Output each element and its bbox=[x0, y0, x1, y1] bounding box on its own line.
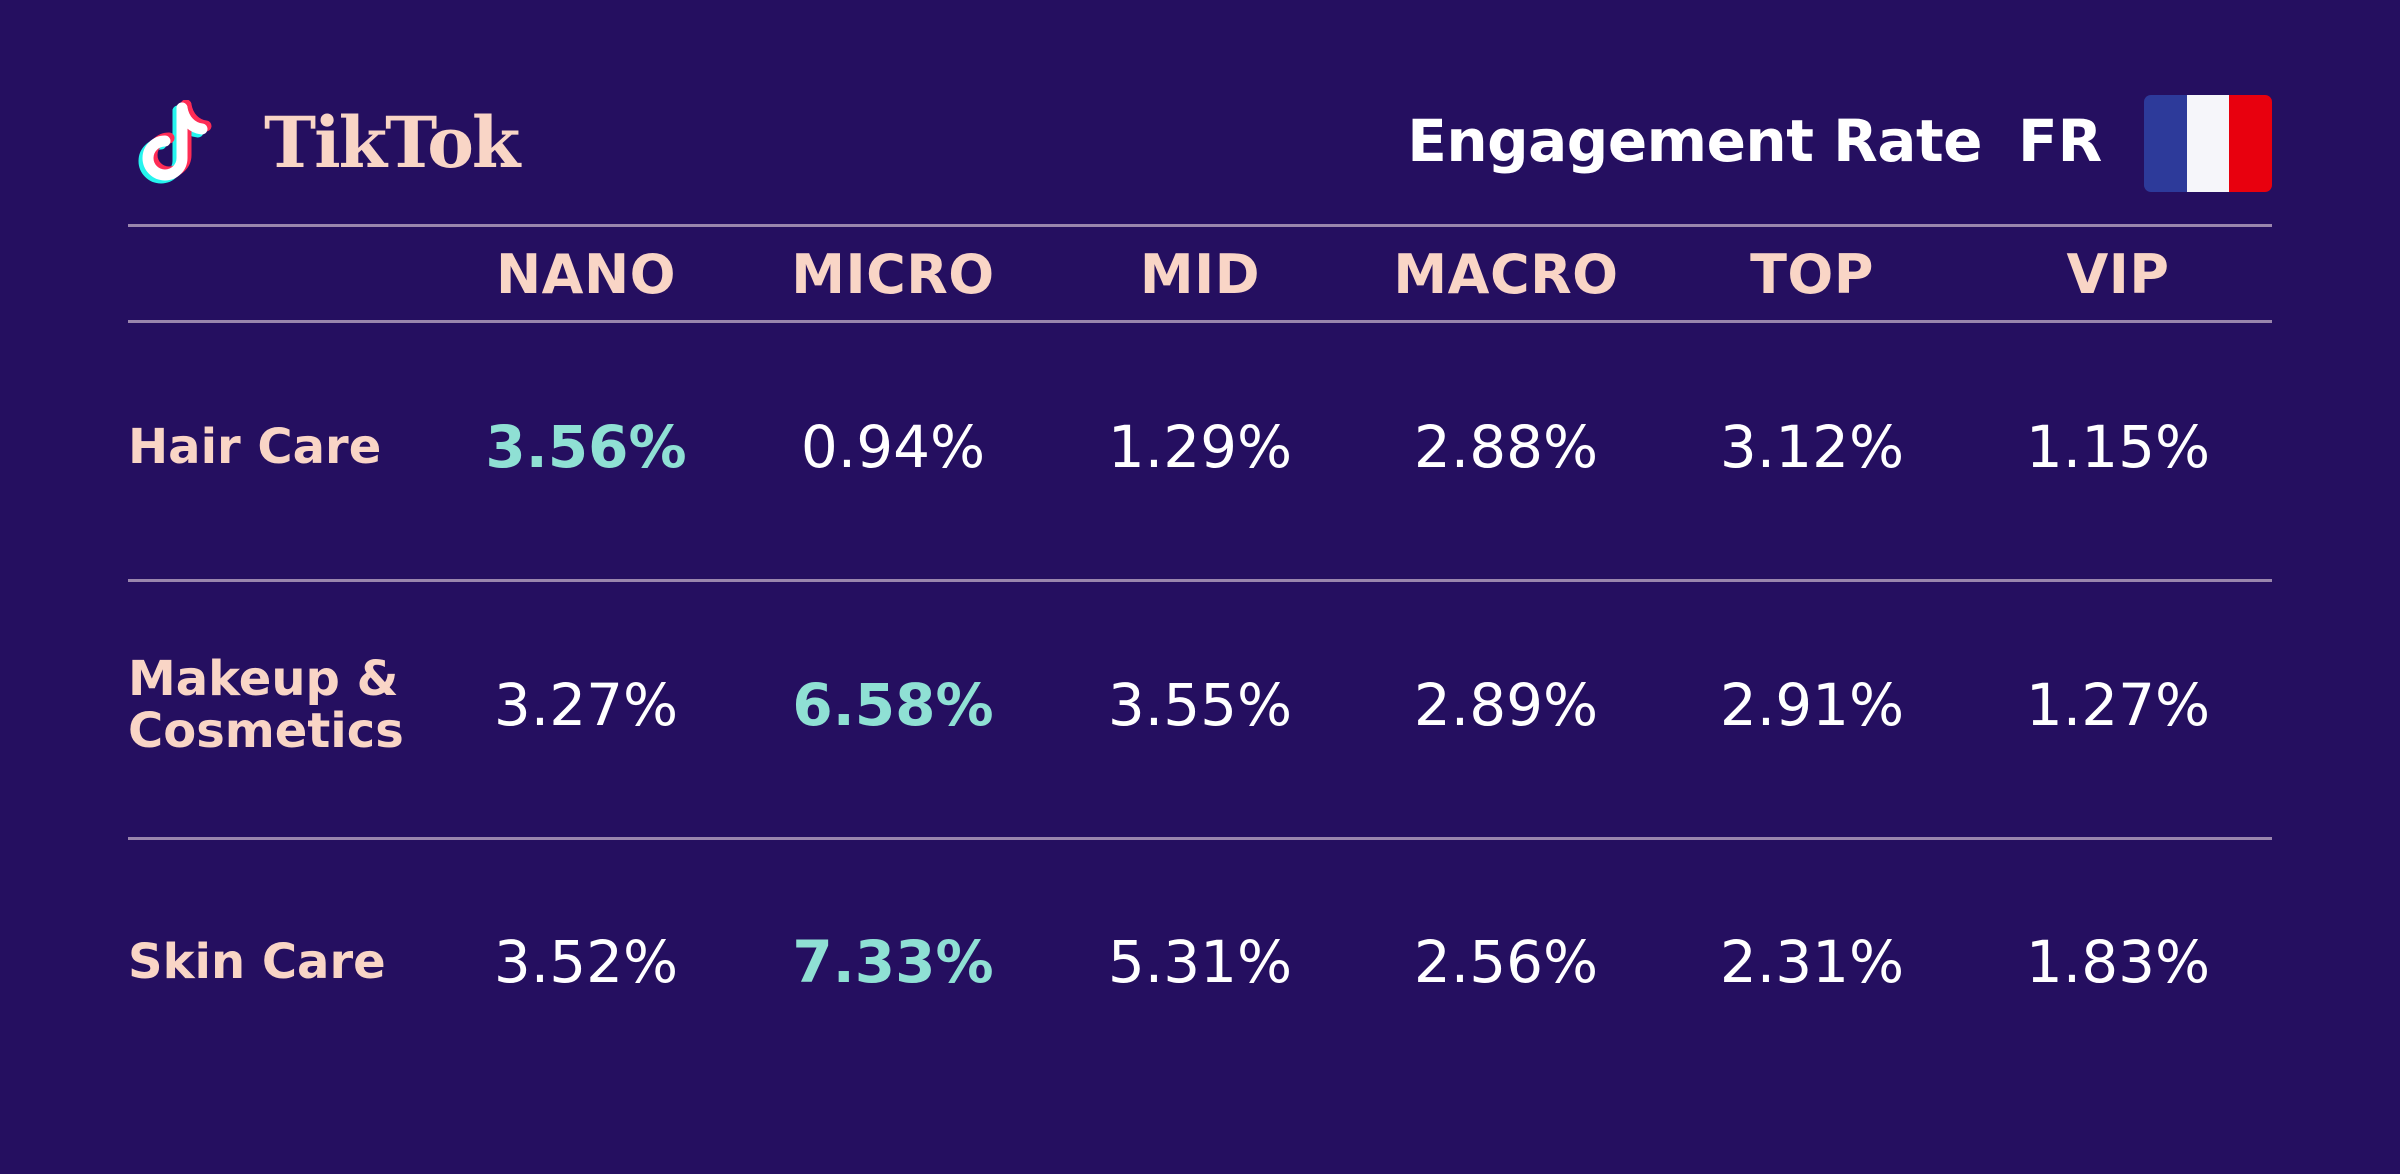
table-cell: 2.31% bbox=[1719, 928, 1905, 996]
row-label: Skin Care bbox=[128, 934, 386, 990]
table-cell: 3.55% bbox=[1107, 671, 1293, 739]
table-cell: 2.91% bbox=[1719, 671, 1905, 739]
table-cell: 3.27% bbox=[493, 671, 679, 739]
column-header: MID bbox=[1139, 243, 1261, 306]
row-label: Makeup & Cosmetics bbox=[128, 653, 448, 757]
table-cell: 7.33% bbox=[792, 928, 994, 996]
metric-title: Engagement Rate bbox=[1407, 107, 1982, 175]
table-cell: 1.83% bbox=[2025, 928, 2211, 996]
country-code: FR bbox=[2018, 107, 2103, 175]
flag-stripe-blue bbox=[2144, 95, 2187, 192]
table-divider bbox=[128, 320, 2272, 323]
row-label-line: Makeup & bbox=[128, 651, 399, 707]
brand-name: TikTok bbox=[264, 101, 520, 184]
table-cell: 0.94% bbox=[800, 413, 986, 481]
table-cell: 6.58% bbox=[792, 671, 994, 739]
table-cell: 1.27% bbox=[2025, 671, 2211, 739]
brand: TikTok bbox=[136, 98, 520, 188]
france-flag-icon bbox=[2144, 95, 2272, 192]
table-cell: 3.12% bbox=[1719, 413, 1905, 481]
row-label-line: Cosmetics bbox=[128, 703, 404, 759]
table-cell: 1.15% bbox=[2025, 413, 2211, 481]
table-cell: 2.89% bbox=[1413, 671, 1599, 739]
tiktok-note-icon bbox=[138, 100, 212, 184]
flag-stripe-white bbox=[2186, 95, 2230, 192]
table-cell: 1.29% bbox=[1107, 413, 1293, 481]
column-header: VIP bbox=[2066, 243, 2170, 306]
table-cell: 5.31% bbox=[1107, 928, 1293, 996]
table-divider bbox=[128, 224, 2272, 227]
column-header: MICRO bbox=[791, 243, 995, 306]
table-cell: 3.52% bbox=[493, 928, 679, 996]
column-header: TOP bbox=[1750, 243, 1874, 306]
flag-stripe-red bbox=[2229, 95, 2272, 192]
column-header: MACRO bbox=[1393, 243, 1619, 306]
table-cell: 3.56% bbox=[485, 413, 687, 481]
table-divider bbox=[128, 837, 2272, 840]
table-cell: 2.88% bbox=[1413, 413, 1599, 481]
table-cell: 2.56% bbox=[1413, 928, 1599, 996]
column-header: NANO bbox=[495, 243, 677, 306]
row-label: Hair Care bbox=[128, 419, 382, 475]
table-divider bbox=[128, 579, 2272, 582]
